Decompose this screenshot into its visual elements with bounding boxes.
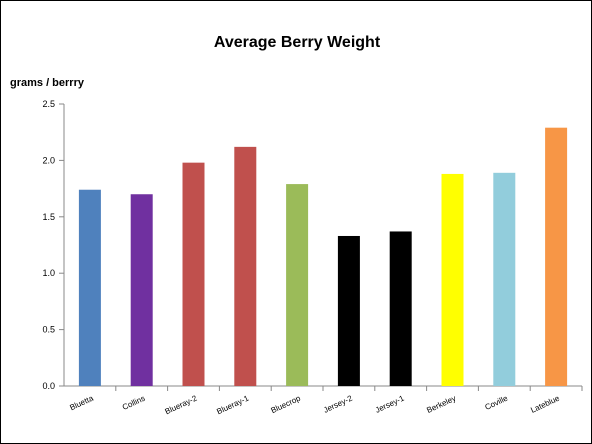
y-tick-label: 2.0	[42, 155, 55, 165]
chart-title: Average Berry Weight	[214, 34, 381, 51]
bar-bluetta	[78, 189, 101, 386]
x-tick-label: Bluetta	[68, 393, 95, 412]
x-tick-label: Lateblue	[529, 393, 561, 414]
y-tick-label: 0.0	[42, 381, 55, 391]
y-axis-label: grams / berrry	[10, 77, 85, 89]
x-tick-label: Jersey-1	[374, 393, 406, 414]
x-tick-label: Collins	[121, 394, 147, 412]
bar-berkeley	[441, 173, 464, 386]
bar-jersey-1	[389, 231, 412, 386]
x-tick-label: Blueray-1	[215, 393, 250, 416]
y-tick-label: 0.5	[42, 325, 55, 335]
bar-bluecrop	[286, 184, 309, 386]
bar-blueray-1	[234, 146, 257, 386]
y-tick-label: 1.0	[42, 268, 55, 278]
x-tick-label: Blueray-2	[164, 393, 199, 416]
x-tick-label: Jersey-2	[322, 393, 354, 414]
x-tick-label: Berkeley	[425, 394, 457, 415]
bar-coville	[493, 172, 516, 386]
y-tick-label: 1.5	[42, 212, 55, 222]
x-tick-label: Bluecrop	[270, 393, 303, 415]
y-tick-label: 2.5	[42, 99, 55, 109]
bar-blueray-2	[182, 162, 205, 386]
bar-jersey-2	[337, 235, 360, 386]
x-tick-label: Coville	[484, 393, 510, 412]
bar-lateblue	[545, 127, 568, 387]
plot-area: 0.0 0.5 1.0 1.5 2.0 2.5 Bluetta Collins Blueray-…	[42, 99, 583, 416]
bar-collins	[130, 194, 153, 386]
